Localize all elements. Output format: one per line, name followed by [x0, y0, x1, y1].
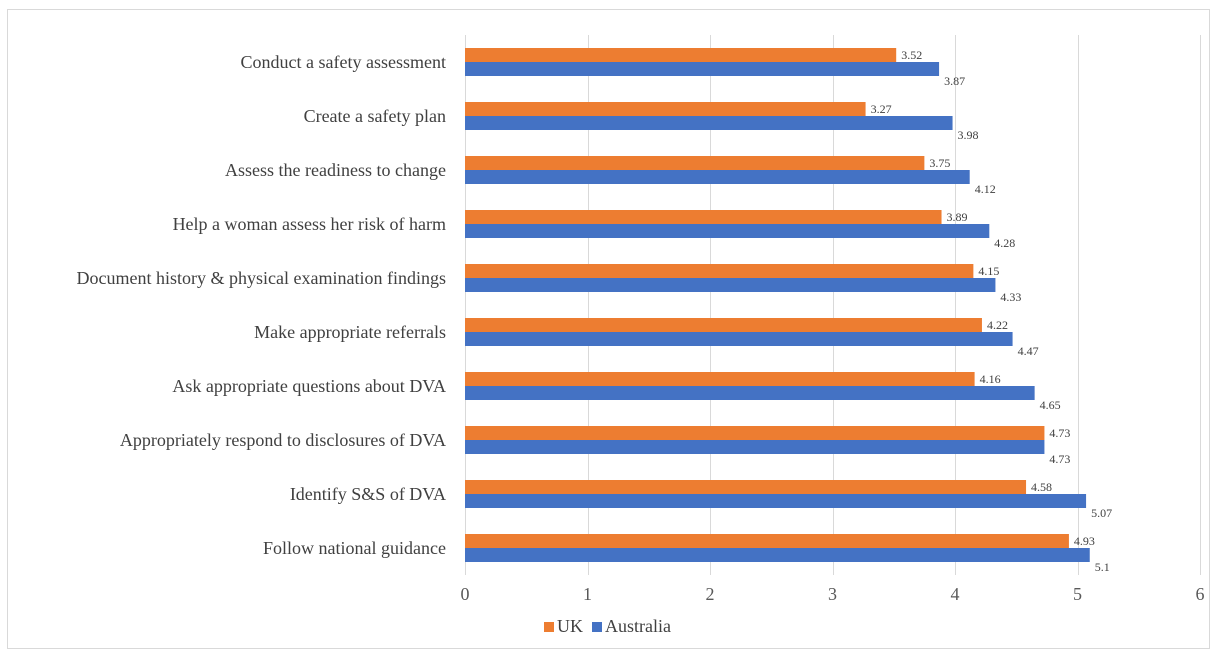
x-tick-label: 5	[1073, 584, 1082, 604]
category-label: Appropriately respond to disclosures of …	[120, 430, 446, 450]
category-label: Conduct a safety assessment	[241, 52, 446, 72]
category-label: Follow national guidance	[263, 538, 446, 558]
data-label-uk: 4.15	[978, 264, 999, 278]
category-label: Identify S&S of DVA	[290, 484, 446, 504]
data-label-australia: 3.87	[944, 74, 965, 88]
bar-australia	[465, 548, 1090, 562]
legend-label-uk: UK	[557, 616, 583, 636]
bar-australia	[465, 278, 996, 292]
data-label-uk: 4.16	[980, 372, 1001, 386]
x-tick-label: 0	[461, 584, 470, 604]
x-axis-ticks: 0 1 2 3 4 5 6	[461, 584, 1205, 604]
data-label-australia: 4.73	[1049, 452, 1070, 466]
bar-uk	[465, 156, 925, 170]
data-label-uk: 3.27	[871, 102, 892, 116]
bar-uk	[465, 426, 1045, 440]
data-label-australia: 4.12	[975, 182, 996, 196]
bar-australia	[465, 494, 1087, 508]
bar-australia	[465, 170, 970, 184]
category-label: Document history & physical examination …	[77, 268, 446, 288]
bars	[465, 48, 1090, 562]
bar-uk	[465, 480, 1027, 494]
legend-swatch-uk	[544, 622, 554, 632]
data-label-australia: 3.98	[958, 128, 979, 142]
data-label-uk: 4.22	[987, 318, 1008, 332]
data-labels: 3.52 3.87 3.27 3.98 3.75 4.12 3.89 4.28 4.154.33…	[871, 48, 1112, 574]
bar-australia	[465, 332, 1013, 346]
category-label: Make appropriate referrals	[254, 322, 446, 342]
bar-australia	[465, 440, 1045, 454]
bar-australia	[465, 116, 953, 130]
data-label-australia: 5.1	[1095, 560, 1110, 574]
x-tick-label: 2	[706, 584, 715, 604]
category-label: Help a woman assess her risk of harm	[173, 214, 446, 234]
category-labels: Conduct a safety assessment Create a safe…	[77, 52, 446, 558]
data-label-australia: 5.07	[1091, 506, 1112, 520]
x-tick-label: 4	[951, 584, 960, 604]
bar-uk	[465, 48, 897, 62]
data-label-uk: 3.52	[901, 48, 922, 62]
bar-uk	[465, 534, 1069, 548]
data-label-uk: 4.73	[1049, 426, 1070, 440]
data-label-australia: 4.33	[1000, 290, 1021, 304]
data-label-australia: 4.28	[994, 236, 1015, 250]
category-label: Ask appropriate questions about DVA	[172, 376, 446, 396]
category-label: Assess the readiness to change	[225, 160, 446, 180]
bar-australia	[465, 62, 940, 76]
data-label-australia: 4.65	[1040, 398, 1061, 412]
bar-australia	[465, 386, 1035, 400]
data-label-uk: 4.58	[1031, 480, 1052, 494]
data-label-uk: 3.89	[947, 210, 968, 224]
data-label-australia: 4.47	[1018, 344, 1039, 358]
x-tick-label: 1	[583, 584, 592, 604]
bar-uk	[465, 264, 974, 278]
bar-uk	[465, 372, 975, 386]
legend-swatch-australia	[592, 622, 602, 632]
x-tick-label: 6	[1196, 584, 1205, 604]
legend-label-australia: Australia	[605, 616, 671, 636]
bar-uk	[465, 318, 982, 332]
bar-australia	[465, 224, 990, 238]
legend: UK Australia	[544, 616, 671, 636]
bar-uk	[465, 102, 866, 116]
category-label: Create a safety plan	[304, 106, 446, 126]
x-tick-label: 3	[828, 584, 837, 604]
bar-uk	[465, 210, 942, 224]
data-label-uk: 4.93	[1074, 534, 1095, 548]
data-label-uk: 3.75	[929, 156, 950, 170]
